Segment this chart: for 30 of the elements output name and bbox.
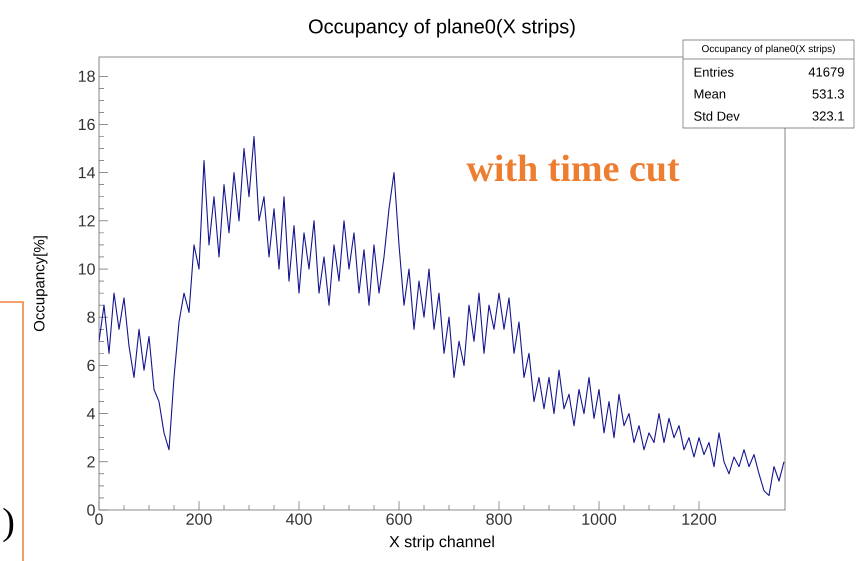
x-tick-label: 200: [186, 514, 212, 525]
text: 531.3: [812, 89, 844, 99]
y-tick-label: 8: [87, 312, 95, 323]
annotation: Std Dev: [694, 111, 740, 121]
y-tick-label: 12: [78, 215, 95, 226]
y-tick-label: 4: [86, 408, 95, 420]
y-tick-label: 6: [87, 360, 95, 372]
x-tick-label: 400: [286, 514, 312, 525]
x-tick-label: 600: [386, 514, 412, 525]
annotation: with time cut: [466, 154, 680, 182]
text: ): [3, 508, 14, 542]
x-tick-label: 800: [486, 514, 512, 525]
y-tick-label: 10: [78, 263, 95, 275]
x-tick-label: 1000: [582, 514, 616, 525]
text: 41679: [808, 67, 844, 77]
annotation: Mean: [694, 89, 726, 99]
y-axis-title: Occupancy[%]: [33, 236, 48, 332]
chart-title: Occupancy of plane0(X strips): [308, 18, 575, 38]
text: Occupancy of plane0(X strips): [702, 44, 835, 54]
line-series: [99, 136, 785, 496]
y-tick-label: 16: [78, 118, 95, 130]
y-tick-label: 0: [87, 504, 95, 516]
x-axis-title: X strip channel: [389, 536, 494, 550]
x-tick-label: 0: [95, 514, 103, 525]
x-tick-label: 1200: [682, 514, 716, 525]
y-tick-label: 2: [87, 456, 95, 468]
y-tick-label: 14: [78, 167, 95, 178]
y-tick-label: 18: [78, 70, 95, 82]
annotation: Entries: [694, 67, 734, 77]
text: 323.1: [812, 111, 844, 121]
